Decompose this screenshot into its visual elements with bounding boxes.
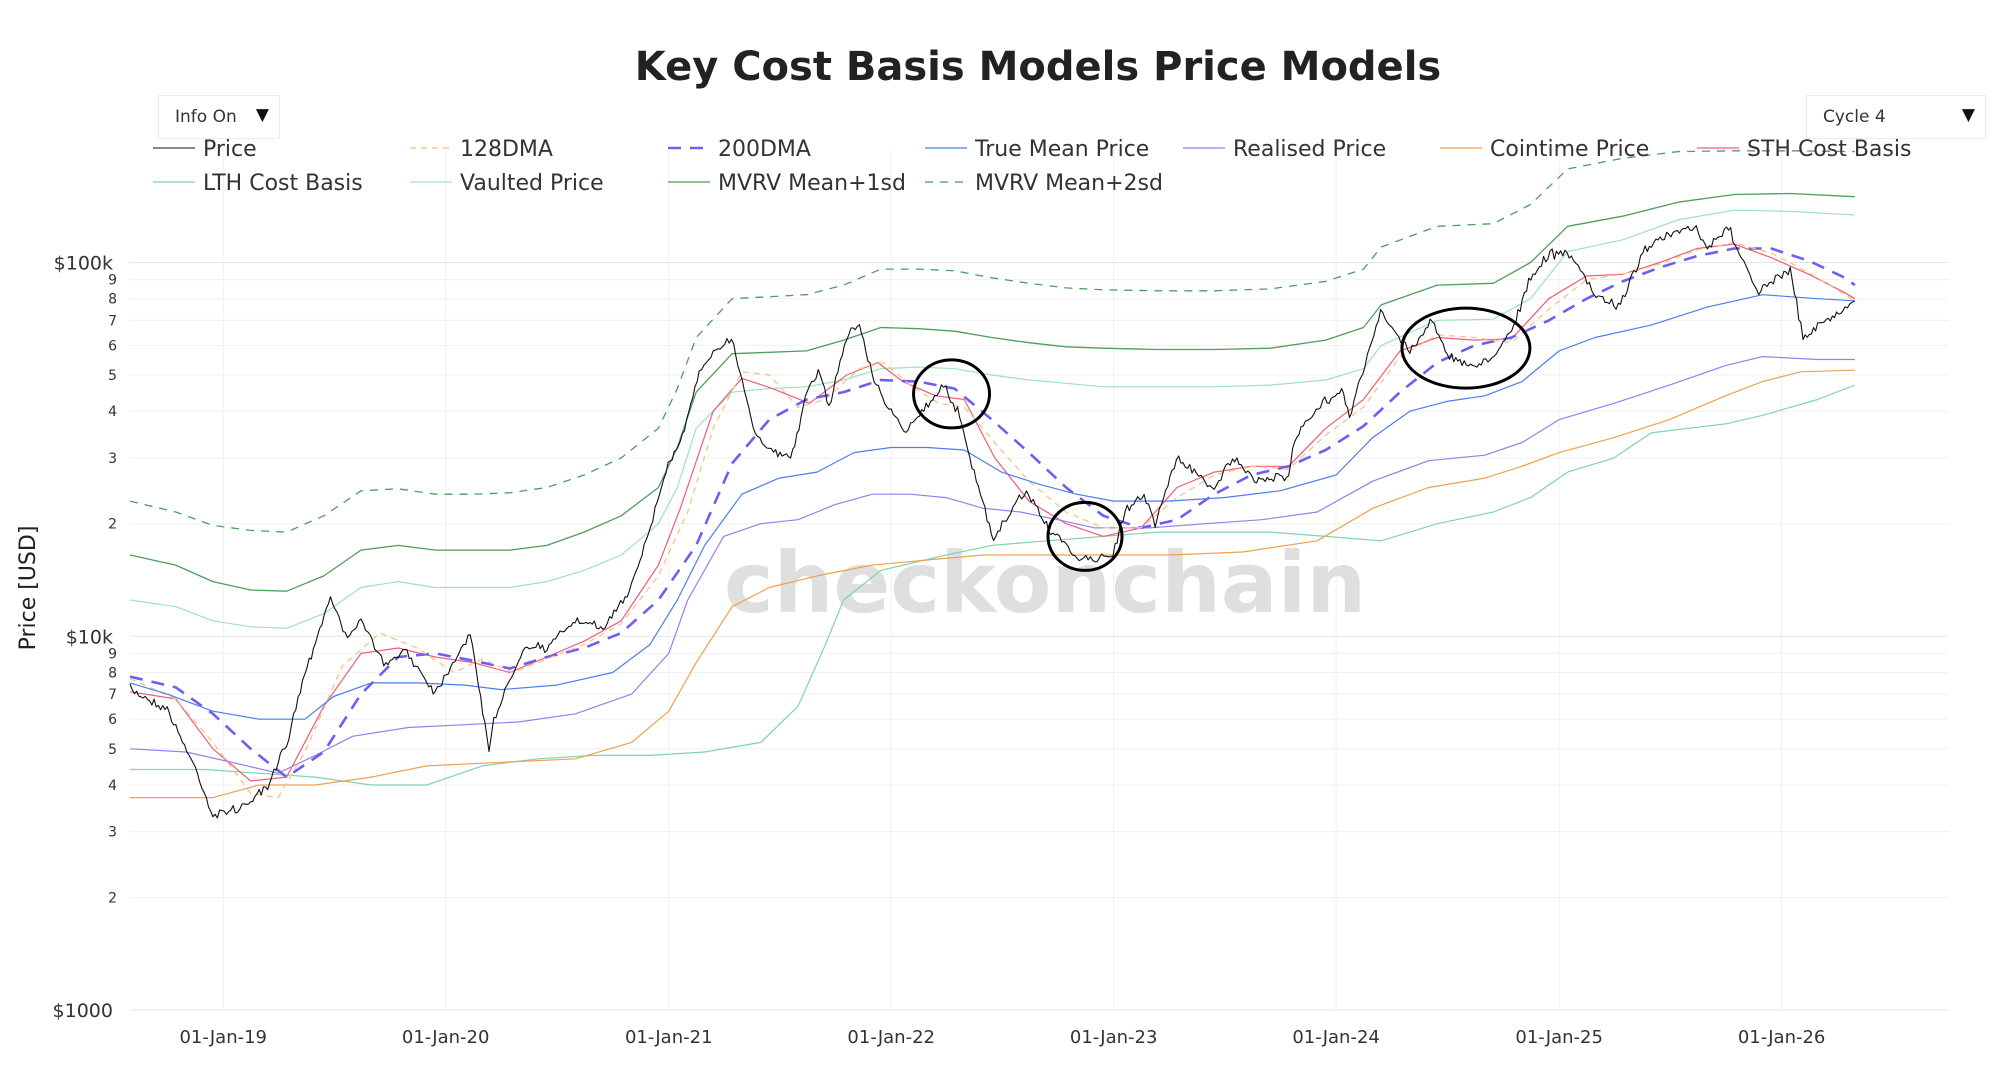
- series-line-mvrv-mean-1sd: [129, 192, 1855, 592]
- y-tick-label: 8: [108, 665, 117, 681]
- series-line-true-mean-price: [129, 294, 1855, 720]
- series-line-lth-cost-basis: [130, 384, 1856, 786]
- x-axis: 01-Jan-19 01-Jan-20 01-Jan-21 01-Jan-22 01-J…: [179, 1027, 1825, 1048]
- y-tick-label: 5: [108, 368, 117, 384]
- x-tick-label: 01-Jan-22: [847, 1027, 935, 1048]
- legend-label: MVRV Mean+2sd: [975, 171, 1163, 196]
- info-toggle-dropdown[interactable]: Info On ▼: [158, 95, 280, 139]
- y-tick-label: 4: [108, 404, 117, 420]
- series-line-mvrv-mean-2sd: [129, 150, 1855, 533]
- grid: [130, 150, 1948, 1011]
- series-line-200dma: [129, 247, 1856, 779]
- legend-label: Cointime Price: [1490, 137, 1649, 162]
- annotation-ellipse: [1046, 500, 1124, 572]
- legend-label: Price: [203, 137, 257, 162]
- y-tick-label: $1000: [53, 1000, 113, 1022]
- y-tick-label: 8: [108, 292, 117, 308]
- annotation-ellipse: [1400, 306, 1532, 390]
- series-layer: [129, 150, 1856, 819]
- x-tick-label: 01-Jan-23: [1070, 1027, 1158, 1048]
- x-tick-label: 01-Jan-26: [1738, 1027, 1826, 1048]
- legend-label: 128DMA: [460, 137, 553, 162]
- y-tick-label: 6: [108, 338, 117, 354]
- legend-label: True Mean Price: [974, 137, 1149, 162]
- legend-label: Vaulted Price: [460, 171, 604, 196]
- legend-label: LTH Cost Basis: [203, 171, 363, 196]
- x-tick-label: 01-Jan-19: [179, 1027, 267, 1048]
- x-tick-label: 01-Jan-21: [625, 1027, 713, 1048]
- legend-label: STH Cost Basis: [1747, 137, 1911, 162]
- series-line-cointime-price: [130, 369, 1855, 799]
- legend: Price 128DMA 200DMA True Mean Price Realised…: [153, 137, 1911, 196]
- series-line-price: [129, 225, 1856, 819]
- series-line-realised-price: [129, 356, 1855, 774]
- y-tick-label: 3: [108, 825, 117, 841]
- annotation-layer: [912, 306, 1532, 572]
- y-tick-label: 2: [108, 517, 117, 533]
- y-axis-label: Price [USD]: [16, 526, 41, 651]
- series-line-128dma: [129, 242, 1856, 799]
- y-tick-label: 2: [108, 890, 117, 906]
- legend-label: 200DMA: [718, 137, 811, 162]
- x-tick-label: 01-Jan-25: [1515, 1027, 1603, 1048]
- series-line-sth-cost-basis: [129, 243, 1856, 782]
- info-toggle-label: Info On: [175, 107, 237, 127]
- cycle-select-dropdown[interactable]: Cycle 4 ▼: [1806, 95, 1986, 139]
- x-tick-label: 01-Jan-24: [1292, 1027, 1380, 1048]
- y-tick-label: 3: [108, 451, 117, 467]
- y-tick-label: 9: [108, 273, 117, 289]
- y-tick-label: $10k: [66, 626, 113, 648]
- y-tick-label: 7: [108, 313, 117, 329]
- y-tick-label: $100k: [54, 253, 113, 275]
- cycle-select-label: Cycle 4: [1823, 107, 1886, 127]
- y-tick-label: 7: [108, 687, 117, 703]
- series-line-vaulted-price: [129, 209, 1855, 629]
- legend-label: Realised Price: [1233, 137, 1386, 162]
- annotation-ellipse: [912, 358, 992, 430]
- dropdown-arrow-icon: ▼: [1961, 105, 1975, 125]
- y-tick-label: 6: [108, 712, 117, 728]
- y-tick-label: 4: [108, 778, 117, 794]
- x-tick-label: 01-Jan-20: [402, 1027, 490, 1048]
- y-tick-label: 9: [108, 646, 117, 662]
- legend-label: MVRV Mean+1sd: [718, 171, 906, 196]
- dropdown-arrow-icon: ▼: [255, 105, 269, 125]
- y-tick-label: 5: [108, 742, 117, 758]
- chart-title: Key Cost Basis Models Price Models: [635, 44, 1441, 90]
- watermark: checkonchain: [724, 534, 1366, 632]
